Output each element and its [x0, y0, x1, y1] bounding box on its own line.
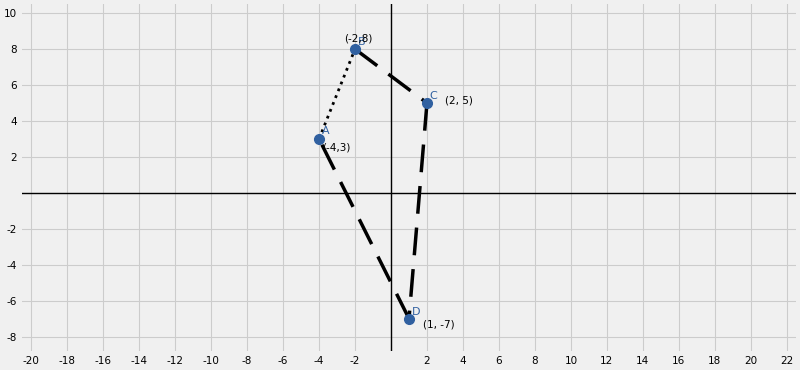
Text: C: C [430, 91, 438, 101]
Text: D: D [412, 307, 420, 317]
Text: (1, -7): (1, -7) [423, 320, 455, 330]
Text: (-4,3): (-4,3) [322, 142, 350, 152]
Text: (-2,8): (-2,8) [344, 33, 373, 43]
Text: A: A [322, 127, 330, 137]
Text: (2, 5): (2, 5) [445, 96, 473, 106]
Text: B: B [358, 37, 366, 47]
